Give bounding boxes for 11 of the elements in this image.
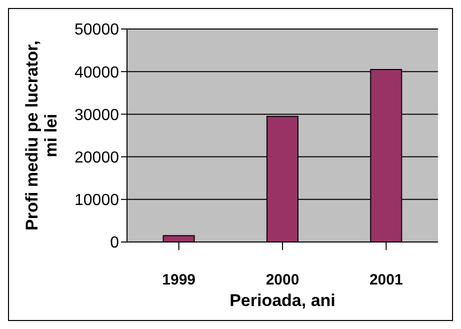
y-tick-label: 30000	[74, 106, 120, 124]
y-axis-title: Profi mediu pe lucrator, mi lei	[22, 40, 60, 230]
y-tick-label: 0	[110, 234, 120, 252]
y-tick-label: 20000	[74, 149, 120, 166]
y-tick-label: 40000	[74, 64, 120, 82]
y-tick-label: 10000	[74, 192, 120, 210]
x-axis-title: Perioada, ani	[230, 291, 336, 310]
x-tick-label: 2001	[369, 272, 403, 289]
x-tick-label: 1999	[162, 272, 196, 289]
x-tick-label: 2000	[266, 272, 300, 289]
y-tick-label: 50000	[74, 22, 120, 39]
